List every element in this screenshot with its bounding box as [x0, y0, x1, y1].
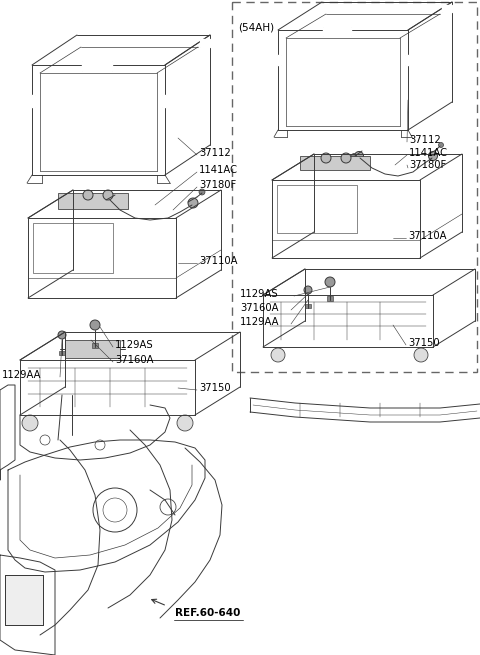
Text: 37160A: 37160A: [240, 303, 278, 313]
Circle shape: [439, 143, 444, 147]
Circle shape: [105, 193, 115, 203]
Circle shape: [177, 415, 193, 431]
Bar: [82, 61, 112, 71]
Circle shape: [90, 320, 100, 330]
Circle shape: [414, 348, 428, 362]
Circle shape: [103, 190, 113, 200]
Text: REF.60-640: REF.60-640: [175, 608, 240, 618]
Circle shape: [188, 198, 198, 208]
Text: 1129AA: 1129AA: [240, 317, 279, 327]
Circle shape: [325, 277, 335, 287]
Bar: [327, 296, 333, 301]
Bar: [162, 95, 166, 107]
Bar: [277, 55, 281, 65]
Bar: [59, 351, 65, 355]
Bar: [5, 575, 43, 625]
Circle shape: [271, 348, 285, 362]
Bar: [405, 55, 409, 65]
Text: 37160A: 37160A: [115, 355, 154, 365]
Circle shape: [321, 153, 331, 163]
Text: 1141AC: 1141AC: [409, 148, 448, 158]
Text: 37110A: 37110A: [408, 231, 446, 241]
Text: 37112: 37112: [199, 148, 231, 158]
Bar: [58, 193, 128, 209]
Text: 37110A: 37110A: [199, 256, 238, 266]
Bar: [200, 39, 210, 47]
Circle shape: [351, 153, 357, 159]
Bar: [323, 27, 351, 36]
Bar: [31, 95, 35, 107]
Bar: [5, 575, 43, 625]
Text: 37180F: 37180F: [409, 160, 446, 170]
Text: (54AH): (54AH): [238, 22, 274, 32]
Bar: [232, 2, 477, 372]
Circle shape: [341, 153, 351, 163]
Bar: [323, 27, 351, 36]
Bar: [305, 304, 311, 308]
Bar: [277, 55, 281, 65]
Text: 1141AC: 1141AC: [199, 165, 238, 175]
Bar: [200, 39, 210, 47]
Bar: [82, 61, 112, 71]
Circle shape: [355, 151, 363, 160]
Bar: [442, 5, 452, 12]
Bar: [277, 185, 357, 233]
Circle shape: [83, 190, 93, 200]
Circle shape: [304, 286, 312, 294]
Bar: [405, 55, 409, 65]
Text: 37150: 37150: [408, 338, 440, 348]
Circle shape: [199, 189, 205, 195]
Bar: [33, 223, 113, 273]
Text: 37112: 37112: [409, 135, 441, 145]
Bar: [31, 95, 35, 107]
Bar: [442, 5, 452, 12]
Text: 1129AA: 1129AA: [2, 370, 41, 380]
Circle shape: [103, 197, 109, 203]
Circle shape: [22, 415, 38, 431]
Circle shape: [429, 151, 437, 160]
Bar: [65, 340, 120, 358]
Text: 37180F: 37180F: [199, 180, 236, 190]
Circle shape: [58, 331, 66, 339]
Bar: [162, 95, 166, 107]
Bar: [92, 343, 98, 348]
Text: 1129AS: 1129AS: [115, 340, 154, 350]
Bar: [300, 156, 370, 170]
Text: 37150: 37150: [199, 383, 230, 393]
Text: 1129AS: 1129AS: [240, 289, 278, 299]
